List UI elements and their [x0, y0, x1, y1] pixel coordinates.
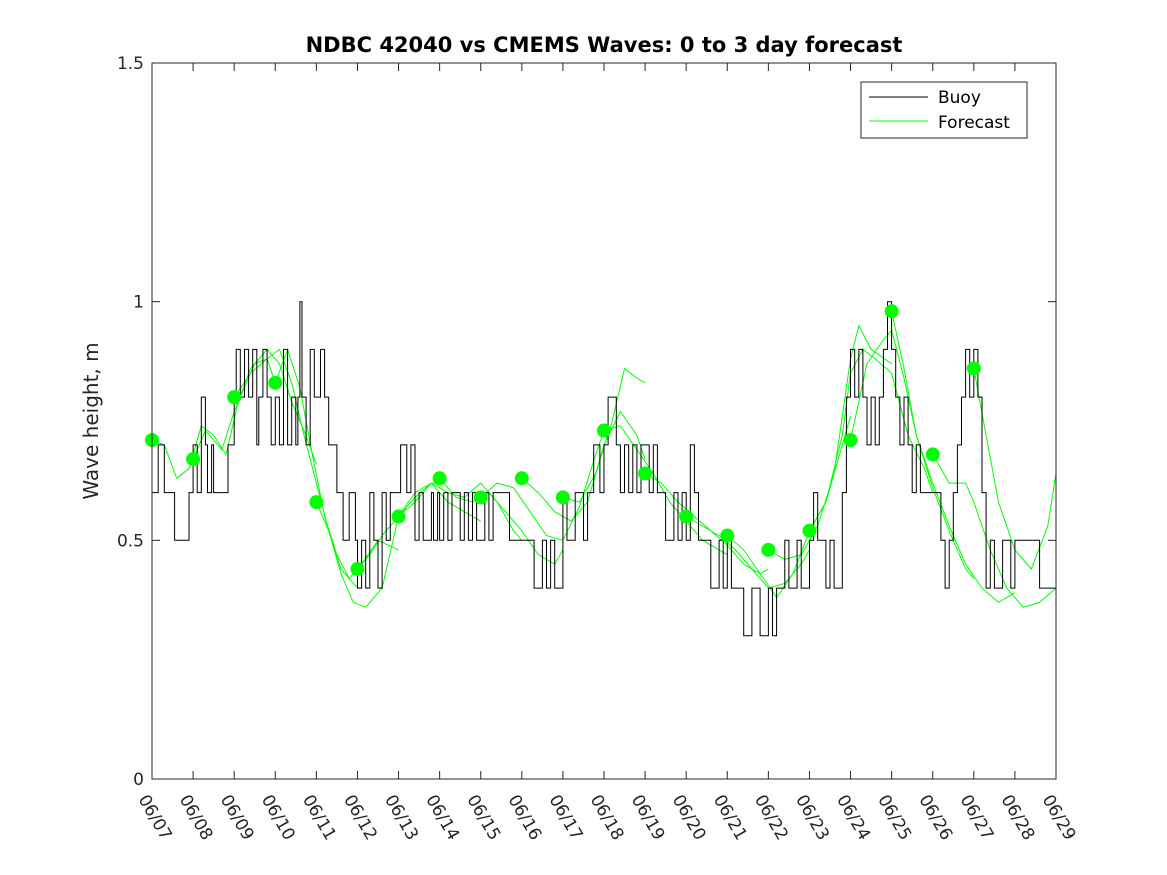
- x-tick-label: 06/16: [503, 792, 545, 844]
- forecast-start-marker: [514, 471, 529, 486]
- forecast-run-line: [480, 430, 605, 541]
- forecast-start-marker: [432, 471, 447, 486]
- y-tick-label: 0.5: [117, 531, 144, 551]
- forecast-start-marker: [638, 466, 653, 481]
- chart-title: NDBC 42040 vs CMEMS Waves: 0 to 3 day fo…: [306, 33, 903, 57]
- x-tick-label: 06/15: [462, 792, 504, 844]
- forecast-start-marker: [802, 523, 817, 538]
- legend-forecast-label: Forecast: [938, 113, 1010, 133]
- x-tick-label: 06/10: [257, 792, 299, 844]
- x-tick-label: 06/11: [298, 792, 340, 844]
- forecast-run-line: [439, 477, 564, 565]
- forecast-start-marker: [720, 528, 735, 543]
- legend: Buoy Forecast: [860, 81, 1028, 139]
- forecast-run-line: [891, 311, 1016, 604]
- forecast-start-marker: [473, 490, 488, 505]
- plot-series-group: [152, 301, 1056, 637]
- x-tick-label: 06/29: [1038, 792, 1080, 844]
- x-tick-label: 06/22: [750, 792, 792, 844]
- forecast-start-marker: [761, 542, 776, 557]
- forecast-start-marker: [309, 495, 324, 510]
- x-tick-label: 06/25: [873, 792, 915, 844]
- forecast-start-marker: [186, 452, 201, 467]
- forecast-start-marker: [555, 490, 570, 505]
- x-tick-label: 06/14: [421, 792, 463, 844]
- forecast-start-marker: [350, 561, 365, 576]
- y-axis-label: Wave height, m: [79, 342, 103, 499]
- forecast-start-marker: [925, 447, 940, 462]
- x-tick-label: 06/23: [791, 792, 833, 844]
- x-tick-label: 06/20: [668, 792, 710, 844]
- legend-box: [860, 81, 1028, 139]
- x-tick-label: 06/08: [175, 792, 217, 844]
- forecast-start-marker: [597, 423, 611, 438]
- forecast-run-line: [603, 425, 728, 556]
- x-tick-label: 06/28: [997, 792, 1039, 844]
- forecast-run-line: [562, 367, 646, 503]
- forecast-run-line: [685, 516, 810, 589]
- y-tick-label: 0: [133, 770, 144, 790]
- x-tick-label: 06/17: [545, 792, 587, 844]
- forecast-run-line: [850, 329, 975, 579]
- forecast-start-marker: [884, 304, 899, 319]
- forecast-start-marker: [227, 390, 242, 405]
- x-tick-label: 06/09: [216, 792, 258, 844]
- forecast-start-marker: [843, 433, 858, 448]
- x-tick-label: 06/18: [586, 792, 628, 844]
- legend-buoy-label: Buoy: [938, 88, 981, 108]
- y-tick-label: 1.5: [117, 54, 144, 74]
- x-tick-label: 06/19: [627, 792, 669, 844]
- buoy-line: [152, 301, 1056, 637]
- forecast-run-line: [768, 324, 892, 560]
- forecast-start-marker: [391, 509, 406, 524]
- x-tick-label: 06/26: [914, 792, 956, 844]
- x-tick-label: 06/27: [955, 792, 997, 844]
- x-tick-label: 06/21: [709, 792, 751, 844]
- forecast-start-marker: [268, 375, 283, 390]
- x-tick-label: 06/24: [832, 792, 874, 844]
- forecast-run-line: [152, 358, 276, 480]
- x-tick-label: 06/12: [339, 792, 381, 844]
- y-tick-label: 1: [133, 293, 144, 313]
- x-tick-label: 06/13: [380, 792, 422, 844]
- x-tick-label: 06/07: [134, 792, 176, 844]
- forecast-markers-group: [145, 304, 981, 576]
- forecast-run-line: [315, 482, 440, 608]
- forecast-start-marker: [679, 509, 694, 524]
- forecast-start-marker: [966, 361, 981, 376]
- forecast-run-line: [726, 416, 851, 599]
